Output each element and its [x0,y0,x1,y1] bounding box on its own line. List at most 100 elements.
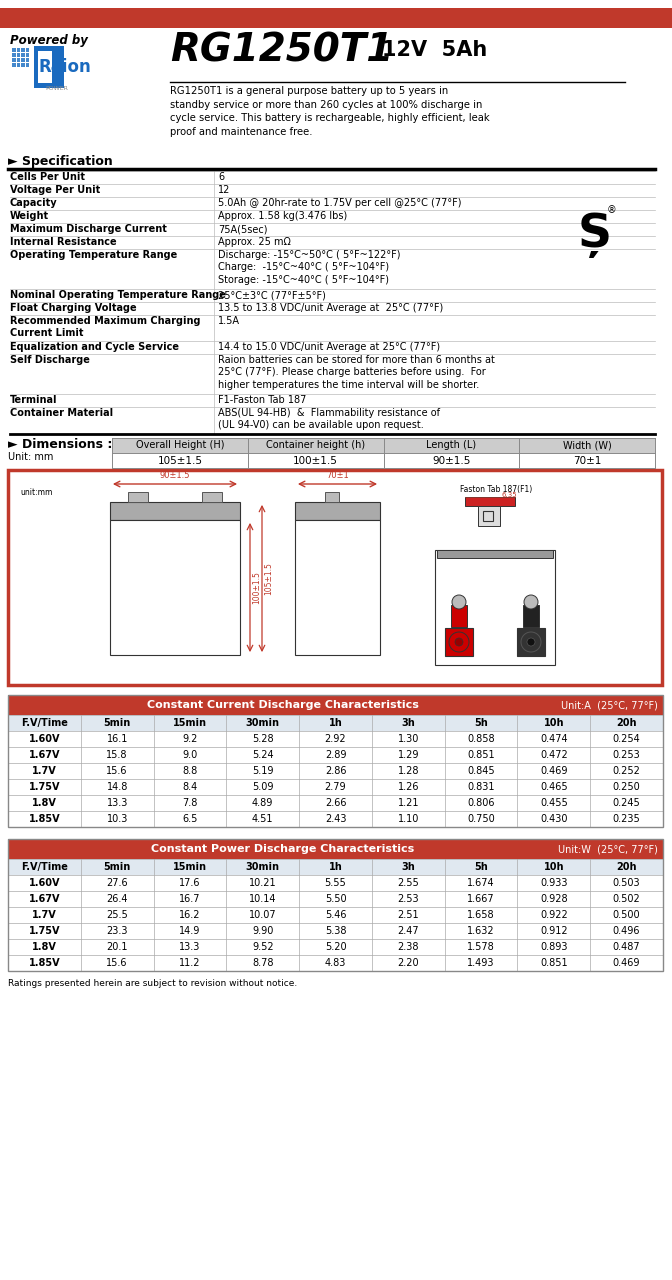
Text: Length (L): Length (L) [426,440,476,451]
Text: 0.806: 0.806 [467,797,495,808]
Text: F.V/Time: F.V/Time [21,861,68,872]
Text: 1.26: 1.26 [398,782,419,792]
Bar [8,859,663,876]
Text: 14.4 to 15.0 VDC/unit Average at 25°C (77°F): 14.4 to 15.0 VDC/unit Average at 25°C (7… [218,342,440,352]
Bar [21,47,24,52]
Text: 70±1: 70±1 [573,456,601,466]
Text: 16.7: 16.7 [179,893,201,904]
Text: 13.3: 13.3 [179,942,201,952]
Text: 10.21: 10.21 [249,878,277,888]
Text: 8.78: 8.78 [252,957,274,968]
Text: Unit: mm: Unit: mm [8,452,53,462]
Text: 10.3: 10.3 [106,814,128,824]
Text: 1.67V: 1.67V [29,750,60,760]
Text: 0.455: 0.455 [540,797,568,808]
Text: 1.60V: 1.60V [29,733,60,744]
Circle shape [452,595,466,609]
Text: 26.4: 26.4 [106,893,128,904]
Bar [295,520,380,655]
Text: Nominal Operating Temperature Range: Nominal Operating Temperature Range [10,291,226,300]
Text: 5.19: 5.19 [252,765,274,776]
Text: 0.252: 0.252 [613,765,640,776]
Text: 1.8V: 1.8V [32,942,57,952]
Text: 6: 6 [218,172,224,182]
Text: 9.2: 9.2 [182,733,198,744]
Text: 1.578: 1.578 [467,942,495,952]
Text: 10h: 10h [544,861,564,872]
Bar [26,52,29,58]
Text: 75A(5sec): 75A(5sec) [218,224,267,234]
Text: 5min: 5min [103,718,131,728]
Text: 15.8: 15.8 [106,750,128,760]
Bar [8,876,663,891]
Text: 1.667: 1.667 [467,893,495,904]
Text: Recommended Maximum Charging
Current Limit: Recommended Maximum Charging Current Lim… [10,316,200,338]
Bar [8,838,663,859]
Text: 1.7V: 1.7V [32,765,56,776]
Text: Internal Resistance: Internal Resistance [10,237,117,247]
Text: 16.1: 16.1 [106,733,128,744]
Circle shape [521,632,541,652]
Bar [573,202,617,253]
Bar [112,453,655,468]
Text: ®: ® [606,205,616,215]
Text: 20.1: 20.1 [106,942,128,952]
Bar [21,63,24,67]
Text: 1.29: 1.29 [398,750,419,760]
Text: 5.20: 5.20 [325,942,346,952]
Text: 5.28: 5.28 [252,733,274,744]
Text: 7.8: 7.8 [182,797,198,808]
Bar [38,51,52,83]
Text: Constant Power Discharge Characteristics: Constant Power Discharge Characteristics [151,844,415,854]
Text: Discharge: -15°C~50°C ( 5°F~122°F)
Charge:  -15°C~40°C ( 5°F~104°F)
Storage: -15: Discharge: -15°C~50°C ( 5°F~122°F) Charg… [218,250,401,284]
Bar [8,748,663,763]
Text: 2.38: 2.38 [398,942,419,952]
Text: 0.922: 0.922 [540,910,568,920]
Bar [8,812,663,827]
Text: 11.2: 11.2 [179,957,201,968]
Bar [112,438,655,453]
Text: 0.500: 0.500 [613,910,640,920]
Text: Width (W): Width (W) [562,440,612,451]
Text: 5.0Ah @ 20hr-rate to 1.75V per cell @25°C (77°F): 5.0Ah @ 20hr-rate to 1.75V per cell @25°… [218,198,462,207]
Bar [8,838,663,972]
Text: 15min: 15min [173,861,207,872]
Text: 1.7V: 1.7V [32,910,56,920]
Text: 0.928: 0.928 [540,893,568,904]
Text: 0.851: 0.851 [467,750,495,760]
Bar [34,46,64,88]
Bar [8,780,663,795]
Text: Self Discharge: Self Discharge [10,355,90,365]
Text: ► Dimensions :: ► Dimensions : [8,438,112,451]
Text: 0.496: 0.496 [613,925,640,936]
Text: 16.2: 16.2 [179,910,201,920]
Bar [110,520,240,655]
Bar [8,716,663,731]
Text: 5.55: 5.55 [325,878,346,888]
Bar [12,47,15,52]
Text: 70±1: 70±1 [326,471,349,480]
Text: 0.253: 0.253 [613,750,640,760]
Bar [8,763,663,780]
Text: 17.6: 17.6 [179,878,201,888]
Text: Terminal: Terminal [10,396,58,404]
Text: F.V/Time: F.V/Time [21,718,68,728]
Bar [8,731,663,748]
Bar [12,58,15,61]
Text: 6.35: 6.35 [502,492,517,498]
Bar [437,550,553,558]
Text: 4.83: 4.83 [325,957,346,968]
Text: 1.674: 1.674 [467,878,495,888]
Text: Ș: Ș [578,212,612,257]
Text: 90±1.5: 90±1.5 [432,456,470,466]
Bar [26,63,29,67]
Bar [8,891,663,908]
Text: Approx. 25 mΩ: Approx. 25 mΩ [218,237,291,247]
Bar [8,795,663,812]
Text: Float Charging Voltage: Float Charging Voltage [10,303,136,314]
Text: 2.66: 2.66 [325,797,346,808]
Text: Cells Per Unit: Cells Per Unit [10,172,85,182]
Text: 2.92: 2.92 [325,733,346,744]
Text: 9.52: 9.52 [252,942,274,952]
Text: Maximum Discharge Current: Maximum Discharge Current [10,224,167,234]
